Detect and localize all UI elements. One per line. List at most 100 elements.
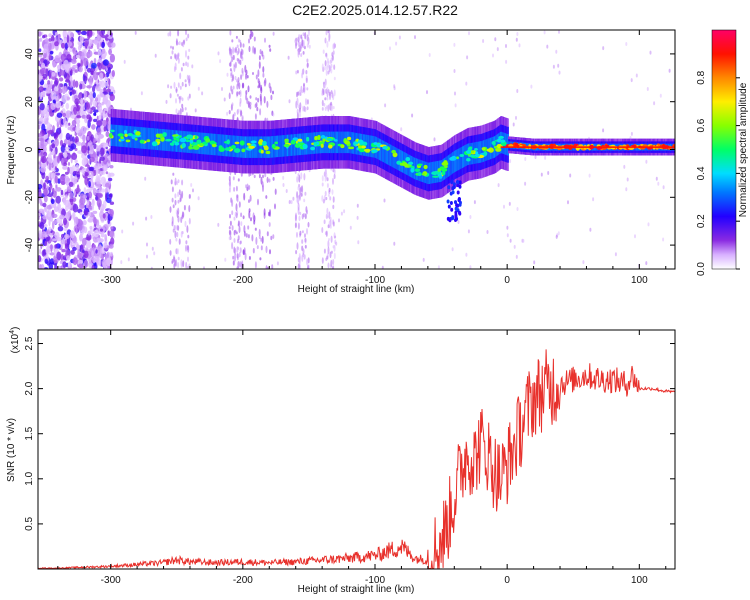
spectrogram-peak-cell [439,166,445,171]
spectrogram-noise-cell [328,190,331,195]
spectrogram-peak-cell [340,144,345,149]
spectrogram-noise-cell [653,101,656,106]
spectrogram-noise-cell [242,215,245,220]
spectrogram-noise-cell [91,250,94,258]
spectrogram-noise-cell [102,164,108,172]
spectrogram-noise-cell [53,132,57,139]
spectrogram-noise-cell [668,68,671,73]
spectrogram-peak-cell [313,141,318,147]
spectrogram-noise-cell [104,76,108,83]
spectrogram-band-cell [278,135,281,157]
spectrogram-noise-cell [177,215,180,223]
spectrogram-noise-cell [108,243,114,249]
spectrogram-peak-cell [358,145,362,149]
spectrogram-peak-cell [491,141,495,145]
spectrogram-noise-cell [91,62,97,69]
spectrogram-noise-cell [38,54,43,58]
spectrogram-noise-cell [258,174,261,179]
spectrogram-noise-cell [71,119,77,126]
spectrogram-noise-cell [400,127,403,132]
spectrogram-peak-cell [135,131,141,136]
spectrogram-band-cell [113,124,115,147]
spectrogram-noise-cell [64,85,67,93]
spectrogram-noise-cell [201,91,204,96]
spectrogram-noise-cell [188,93,191,99]
spectrogram-noise-cell [104,34,110,41]
spectrogram-noise-cell [62,112,67,118]
spectrogram-noise-cell [46,157,53,162]
spectrogram-noise-cell [246,75,249,79]
spectrogram-noise-cell [241,117,244,122]
spectrogram-peak-cell [120,136,124,140]
spectrogram-noise-cell [303,198,306,203]
spectrogram-noise-cell [61,157,64,166]
spectrogram-noise-cell [174,177,177,186]
spectrogram-noise-cell [249,33,252,40]
spectrogram-noise-cell [333,174,336,179]
spectrogram-noise-cell [295,250,298,255]
spectrogram-noise-cell [254,113,257,120]
spectrogram-band-cell [292,134,294,156]
spectrogram-noise-cell [54,175,58,184]
spectrogram-noise-cell [101,119,108,127]
spectrogram-noise-cell [72,127,76,131]
spectrogram-noise-cell [252,45,255,54]
spectrogram-noise-cell [99,72,104,81]
spectrogram-noise-cell [327,224,330,229]
spectrogram-noise-cell [343,209,346,214]
spectrogram-noise-cell [56,251,62,261]
spectrogram-noise-cell [58,57,61,63]
spectrogram-noise-cell [468,31,470,36]
spectrogram-noise-cell [240,221,243,227]
spectrogram-noise-cell [184,83,187,88]
spectrogram-peak-cell [443,164,448,169]
spectrogram-peak-cell [392,152,398,158]
spectrogram-noise-cell [83,157,88,165]
spectrogram-noise-cell [260,87,263,94]
spectrogram-noise-cell [107,120,111,130]
spectrogram-noise-cell [524,181,527,186]
spectrogram-peak-cell [124,133,128,137]
spectrogram-noise-cell [102,59,109,66]
spectrogram-noise-cell [303,173,306,181]
spectrogram-noise-cell [237,108,240,113]
spectrogram-noise-cell [321,175,324,182]
spectrogram-band-cell [324,131,327,154]
spectrogram-noise-cell [185,240,188,245]
spectrogram-noise-cell [171,50,174,55]
spectrogram-noise-cell [297,49,300,58]
spectrogram-noise-cell [306,258,309,266]
spectrogram-peak-cell [258,139,264,145]
spectrogram-noise-cell [333,76,336,81]
spectrogram-noise-cell [93,57,97,65]
spectrogram-noise-cell [269,209,271,217]
spectrogram-noise-cell [451,247,454,252]
spectrogram-noise-cell [99,228,104,232]
spectrogram-noise-cell [327,30,330,34]
spectrogram-noise-cell [92,235,99,243]
spectrogram-noise-cell [296,191,299,199]
spectrogram-peak-cell [262,140,267,146]
spectrogram-noise-cell [79,211,83,216]
spectrogram-noise-cell [241,82,244,89]
spectrogram-noise-cell [260,237,263,242]
spectrogram-noise-cell [48,138,51,145]
spectrogram-noise-cell [154,53,157,58]
spectrogram-noise-cell [95,167,99,176]
spectrogram-noise-cell [51,213,58,218]
spectrogram-band-cell [454,150,457,172]
spectrogram-noise-cell [249,101,252,106]
spectrogram-noise-cell [63,228,69,231]
spectrogram-noise-cell [102,91,109,95]
spectrogram-noise-cell [395,41,398,46]
spectrogram-noise-cell [322,198,325,204]
spectrogram-noise-cell [543,30,546,35]
spectrogram-noise-cell [297,173,300,177]
spectrogram-noise-cell [301,68,304,76]
spectrogram-noise-cell [83,210,89,216]
spectrogram-peak-cell [347,136,352,141]
spectrogram-noise-cell [69,91,72,97]
spectrogram-noise-cell [39,116,44,121]
spectrogram-noise-cell [301,245,304,251]
spectrogram-noise-cell [506,233,509,238]
